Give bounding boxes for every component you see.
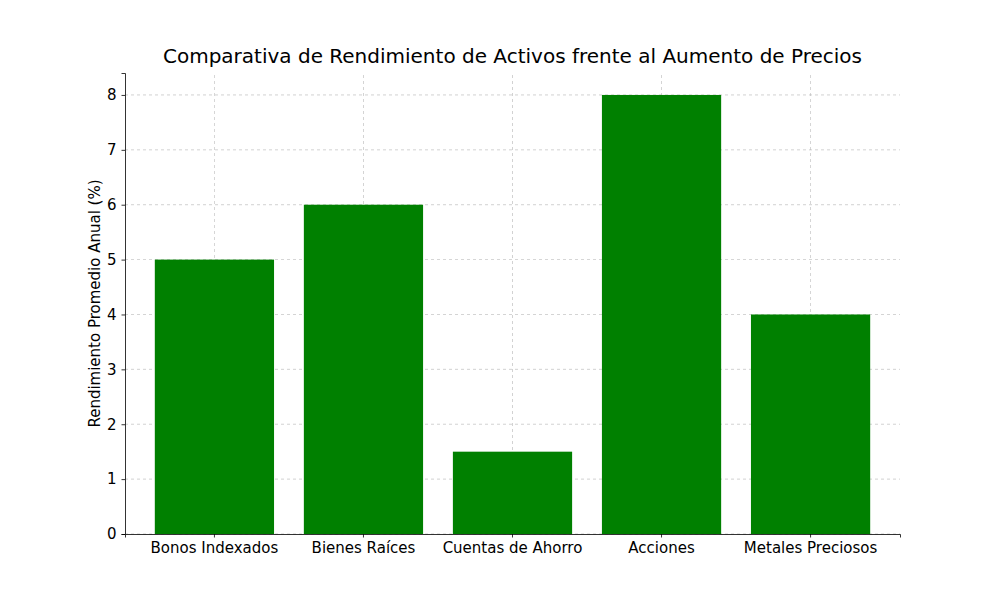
tick-mark [122, 205, 126, 206]
tick: 5 [107, 251, 125, 269]
tick-mark [122, 150, 126, 151]
tick: 8 [107, 86, 125, 104]
tick: 0 [107, 525, 125, 543]
tick-label: 4 [107, 306, 117, 324]
tick-label: Bonos Indexados [151, 539, 279, 557]
bar [304, 205, 423, 534]
axis-line [122, 74, 126, 535]
tick-label: 2 [107, 416, 117, 434]
axis-line [126, 535, 901, 538]
tick-mark [122, 479, 126, 480]
tick-label: 7 [107, 141, 117, 159]
tick-label: 6 [107, 196, 117, 214]
y-axis-title: Rendimiento Promedio Anual (%) [86, 179, 104, 427]
tick: 3 [107, 361, 125, 379]
tick: 1 [107, 470, 125, 488]
y-axis: 0 1 2 3 4 5 6 7 8 [107, 74, 126, 544]
title: Comparativa de Rendimiento de Activos fr… [163, 44, 862, 68]
tick-mark [363, 534, 364, 538]
tick: Acciones [628, 534, 695, 557]
bar [155, 260, 274, 534]
tick-label: 0 [107, 525, 117, 543]
tick-label: Cuentas de Ahorro [443, 539, 583, 557]
x-axis: Bonos Indexados Bienes Raíces Cuentas de A… [126, 534, 901, 557]
tick: 6 [107, 196, 125, 214]
tick: Bienes Raíces [312, 534, 416, 557]
tick: Cuentas de Ahorro [443, 534, 583, 557]
tick-mark [122, 314, 126, 315]
tick-label: 5 [107, 251, 117, 269]
tick: 7 [107, 141, 125, 159]
tick-mark [122, 424, 126, 425]
tick-mark [214, 534, 215, 538]
tick-label: Metales Preciosos [744, 539, 878, 557]
bar [453, 452, 572, 534]
tick-label: Acciones [628, 539, 695, 557]
tick-label: 3 [107, 361, 117, 379]
bars [155, 95, 870, 534]
tick-mark [661, 534, 662, 538]
bar [751, 314, 870, 534]
tick-mark [122, 369, 126, 370]
grid [125, 73, 900, 534]
tick: 2 [107, 416, 125, 434]
tick-mark [122, 260, 126, 261]
tick-mark [810, 534, 811, 538]
bar [602, 95, 721, 534]
tick-label: Bienes Raíces [312, 539, 416, 557]
tick-label: 8 [107, 86, 117, 104]
tick-label: 1 [107, 470, 117, 488]
chart: 0 1 2 3 4 5 6 7 8 Bonos Indexados Bienes Raíces Cue… [0, 0, 1000, 600]
tick-mark [122, 95, 126, 96]
tick-mark [122, 534, 126, 535]
tick-mark [512, 534, 513, 538]
tick: Bonos Indexados [151, 534, 279, 557]
tick: 4 [107, 306, 125, 324]
grid-line [125, 204, 900, 205]
tick: Metales Preciosos [744, 534, 878, 557]
